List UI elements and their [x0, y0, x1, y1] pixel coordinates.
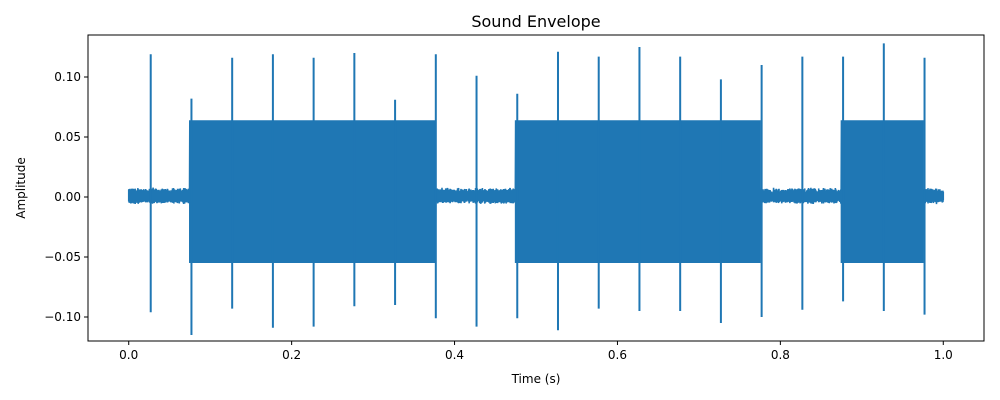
- signal-trace: [127, 120, 945, 264]
- x-tick-label: 1.0: [934, 348, 953, 362]
- plot-area: [127, 43, 945, 335]
- x-axis: 0.0 0.2 0.4 0.6 0.8 1.0: [119, 341, 953, 362]
- x-tick-label: 0.4: [445, 348, 464, 362]
- y-tick-label: −0.10: [44, 310, 81, 324]
- y-axis: −0.10 −0.05 0.00 0.05 0.10: [44, 70, 88, 324]
- y-tick-label: 0.10: [54, 70, 81, 84]
- y-tick-label: 0.00: [54, 190, 81, 204]
- x-tick-label: 0.6: [608, 348, 627, 362]
- chart-title: Sound Envelope: [471, 12, 600, 31]
- x-tick-label: 0.0: [119, 348, 138, 362]
- y-tick-label: −0.05: [44, 250, 81, 264]
- y-tick-label: 0.05: [54, 130, 81, 144]
- y-axis-label: Amplitude: [14, 157, 28, 219]
- x-tick-label: 0.2: [282, 348, 301, 362]
- axes-frame: [87, 34, 985, 342]
- x-axis-label: Time (s): [511, 372, 561, 386]
- x-tick-label: 0.8: [771, 348, 790, 362]
